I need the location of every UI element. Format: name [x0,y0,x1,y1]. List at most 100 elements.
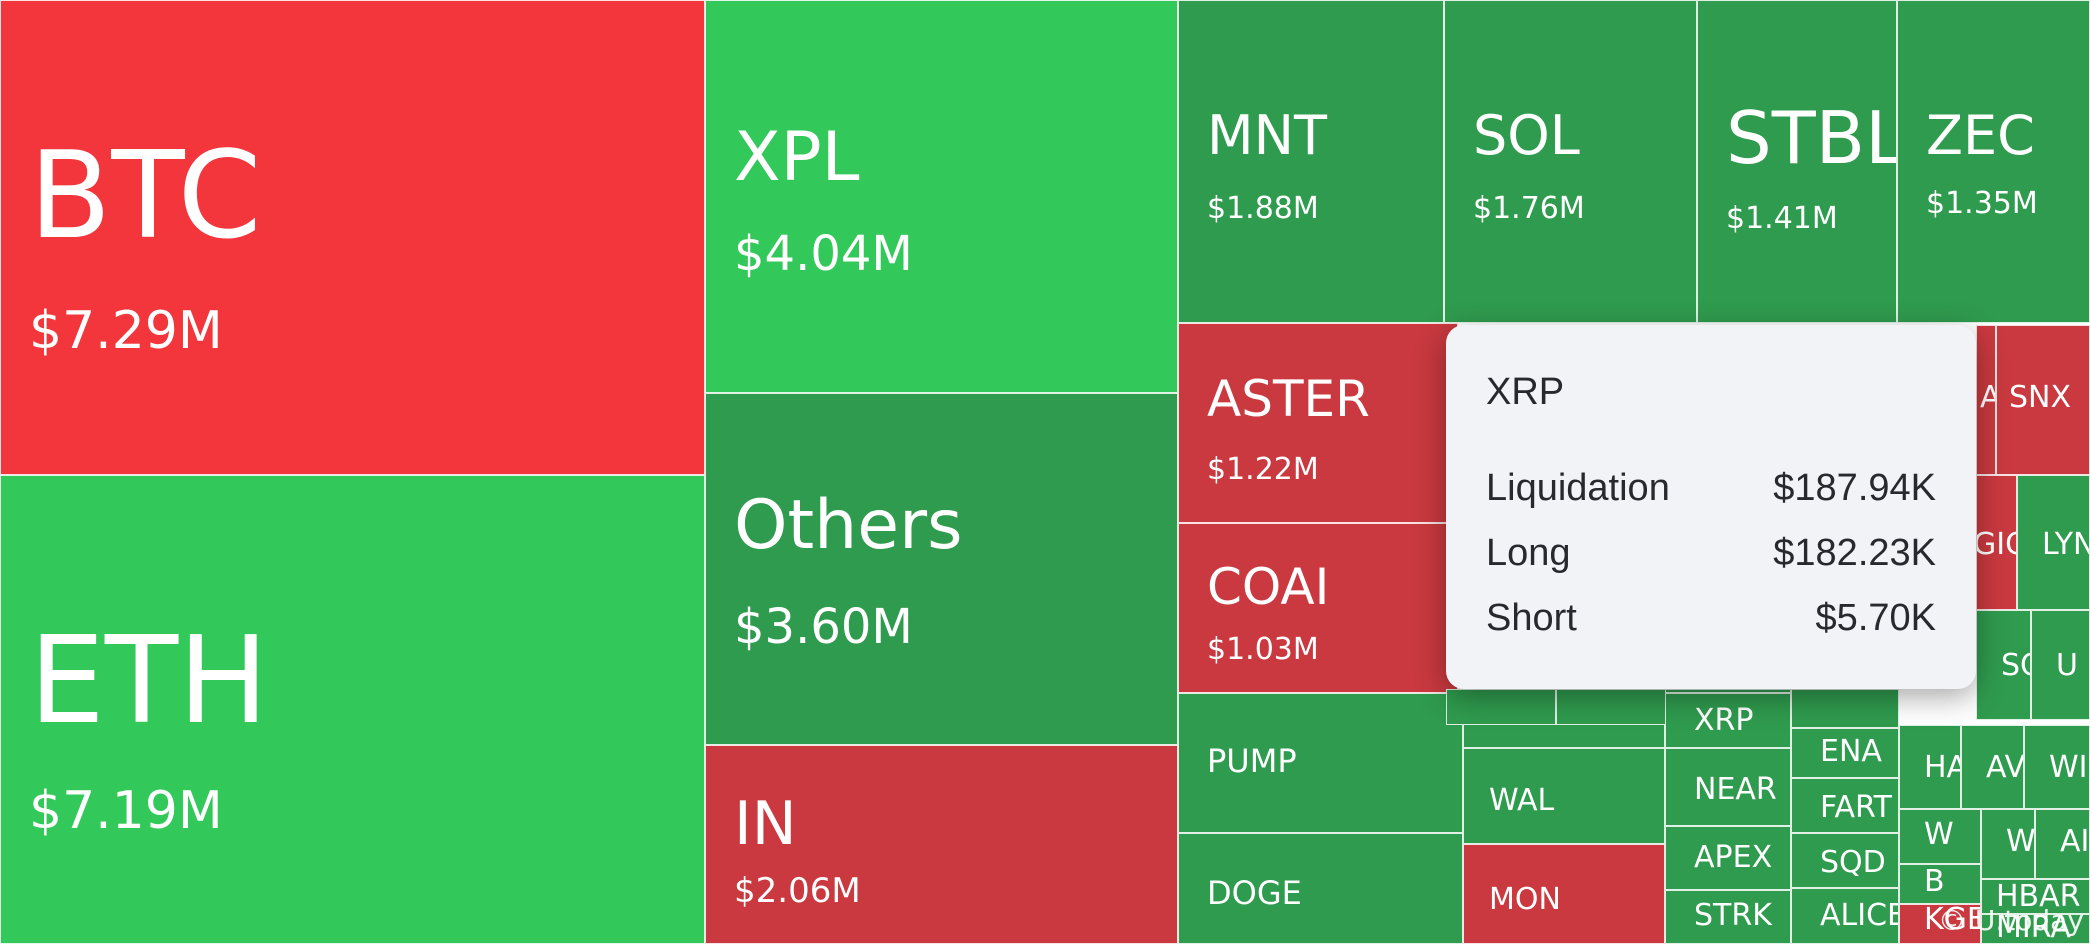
tile-symbol: STRK [1694,898,1772,933]
tile-symbol: MIRA [1996,914,2071,944]
tile-alice[interactable]: ALICE [1791,888,1899,944]
tile-symbol: A [1980,381,1995,414]
tile-unlabeled[interactable] [1791,689,1899,728]
tile-symbol: Others [734,486,963,565]
tile-symbol: FART [1820,790,1893,825]
tile-b[interactable]: B [1899,864,1981,904]
tile-symbol: ETH [29,612,269,751]
tile-xrp[interactable]: XRP [1665,693,1791,748]
watermark: © U.today [1938,904,2084,937]
tile-value: $1.41M [1726,201,1838,236]
tile-xpl[interactable]: XPL $4.04M [705,0,1178,393]
tile-value: $1.76M [1473,191,1585,226]
tooltip-row-liquidation: Liquidation $187.94K [1486,467,1936,510]
tile-symbol: WAL [1489,783,1555,818]
tile-coai[interactable]: COAI $1.03M [1178,523,1458,693]
tile-unlabeled[interactable] [1556,689,1666,725]
tile-symbol: AV [1986,750,2024,785]
tile-symbol: NEAR [1694,772,1777,807]
tile-value: $7.29M [29,301,223,361]
tile-symbol: XPL [734,118,860,197]
tooltip-row-short: Short $5.70K [1486,597,1936,640]
tile-symbol: AI [2060,824,2090,859]
tile-symbol: GIG [1977,527,2016,562]
tile-zec[interactable]: ZEC $1.35M [1897,0,2090,323]
tile-symbol: ASTER [1207,370,1370,428]
tile-stbl[interactable]: STBL $1.41M [1697,0,1897,323]
tile-ai[interactable]: AI [2035,809,2090,879]
tile-others[interactable]: Others $3.60M [705,393,1178,745]
tile-value: $1.88M [1207,191,1319,226]
tile-symbol: COAI [1207,558,1330,616]
tile-ha[interactable]: HA [1899,725,1961,809]
tile-snx[interactable]: SNX [1996,325,2090,475]
tile-kge[interactable]: KGE [1899,904,1981,944]
tile-value: $4.04M [734,226,913,282]
tile-symbol: WI [2049,750,2088,785]
tile-gig[interactable]: GIG [1976,475,2017,610]
tile-a[interactable]: A [1976,325,1996,475]
tooltip-row-long: Long $182.23K [1486,532,1936,575]
tooltip-value: $182.23K [1773,532,1936,574]
tile-symbol: KGE [1924,904,1981,937]
tile-symbol: PUMP [1207,742,1297,780]
tile-lyn[interactable]: LYN [2017,475,2090,610]
tile-symbol: ENA [1820,734,1882,769]
tile-symbol: WI [2006,824,2035,859]
tooltip: XRP Liquidation $187.94K Long $182.23K S… [1446,325,1976,689]
tile-value: $7.19M [29,781,223,841]
tile-av[interactable]: AV [1961,725,2024,809]
tile-aster[interactable]: ASTER $1.22M [1178,323,1458,523]
tile-value: $3.60M [734,599,913,655]
tile-symbol: MON [1489,882,1561,917]
tooltip-label: Liquidation [1486,467,1670,509]
tile-u[interactable]: U [2031,610,2090,720]
tile-doge[interactable]: DOGE [1178,833,1463,944]
tile-symbol: DOGE [1207,874,1302,912]
tile-symbol: MNT [1207,104,1327,167]
tile-symbol: SO [2001,648,2030,683]
tile-value: $2.06M [734,871,861,911]
tile-sqd[interactable]: SQD [1791,833,1899,888]
tile-symbol: SNX [2009,380,2072,415]
tile-symbol: XRP [1694,703,1754,738]
tile-symbol: B [1924,864,1945,899]
tile-so[interactable]: SO [1976,610,2031,720]
tile-symbol: LYN [2042,527,2089,562]
tile-wi[interactable]: WI [2024,725,2090,809]
tile-symbol: ALICE [1820,898,1899,933]
tooltip-label: Short [1486,597,1577,639]
tile-value: $1.22M [1207,452,1319,487]
tile-symbol: BTC [29,127,262,266]
tile-btc[interactable]: BTC $7.29M [0,0,705,475]
tile-strk[interactable]: STRK [1665,890,1791,944]
tile-value: $1.35M [1926,186,2038,221]
tile-symbol: IN [734,789,797,859]
tile-ena[interactable]: ENA [1791,728,1899,778]
tile-in[interactable]: IN $2.06M [705,745,1178,944]
tile-unlabeled[interactable] [1446,689,1556,725]
tile-w[interactable]: W [1899,809,1981,864]
tooltip-value: $187.94K [1773,467,1936,509]
tile-mon[interactable]: MON [1463,844,1665,944]
tile-unlabeled[interactable] [1665,689,1791,693]
tile-symbol: W [1924,817,1954,852]
tile-fart[interactable]: FART [1791,778,1899,833]
tooltip-label: Long [1486,532,1571,574]
tile-symbol: SOL [1473,104,1580,167]
tile-near[interactable]: NEAR [1665,748,1791,826]
tile-symbol: HA [1924,750,1960,785]
tile-wi[interactable]: WI [1981,809,2035,879]
tile-mira[interactable]: MIRA [1981,914,2090,944]
tile-mnt[interactable]: MNT $1.88M [1178,0,1444,323]
tile-wal[interactable]: WAL [1463,748,1665,844]
tile-apex[interactable]: APEX [1665,826,1791,890]
tile-sol[interactable]: SOL $1.76M [1444,0,1697,323]
tile-symbol: APEX [1694,840,1773,875]
tile-symbol: ZEC [1926,104,2035,167]
tile-pump[interactable]: PUMP [1178,693,1463,833]
tile-hbar[interactable]: HBAR [1981,879,2090,914]
tile-eth[interactable]: ETH $7.19M [0,475,705,944]
tile-symbol: HBAR [1996,879,2081,914]
